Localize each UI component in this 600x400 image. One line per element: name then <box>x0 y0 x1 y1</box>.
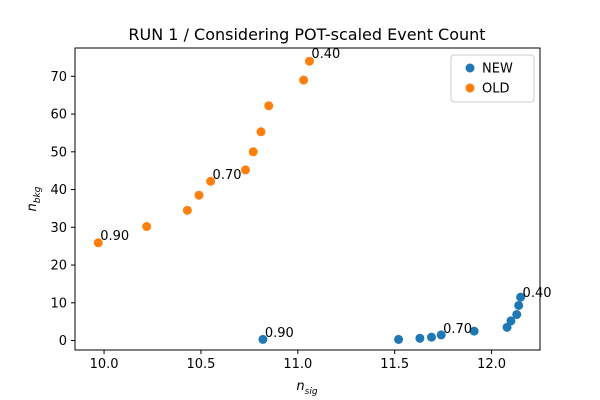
annotations: 0.40 0.70 0.90 0.40 0.70 0.90 <box>100 47 551 341</box>
annotation-5: 0.90 <box>100 229 129 244</box>
y-axis-label-base: n <box>25 203 40 211</box>
series-new <box>258 292 526 344</box>
x-tick-label-1: 10.5 <box>186 357 215 372</box>
point-old-4 <box>248 147 258 157</box>
plot-frame <box>74 47 541 351</box>
y-tick-label-7: 70 <box>50 70 67 85</box>
point-old-0 <box>304 56 314 66</box>
x-axis-label-base: n <box>296 379 304 394</box>
point-old-3 <box>256 127 266 137</box>
point-new-10 <box>258 334 268 344</box>
point-new-0 <box>516 292 526 302</box>
y-tick-label-3: 30 <box>50 221 67 236</box>
point-old-5 <box>241 165 250 175</box>
legend: NEW OLD <box>450 54 535 103</box>
annotation-2: 0.90 <box>265 326 294 341</box>
legend-marker-old <box>465 83 475 93</box>
point-new-8 <box>415 333 425 343</box>
legend-label-old: OLD <box>482 82 510 97</box>
legend-label-new: NEW <box>482 62 513 77</box>
x-axis: 10.0 10.5 11.0 11.5 12.0 <box>90 350 506 372</box>
point-old-1 <box>299 75 309 85</box>
y-axis-label-sub: bkg <box>33 186 43 203</box>
y-tick-label-6: 60 <box>50 108 67 123</box>
plot-area: 0.40 0.70 0.90 0.40 0.70 0.90 <box>74 47 552 351</box>
point-new-7 <box>427 332 436 342</box>
x-axis-label: nsig <box>296 379 317 397</box>
y-axis: 0 10 20 30 40 50 60 70 <box>50 70 75 349</box>
point-old-9 <box>142 222 152 232</box>
x-axis-label-sub: sig <box>305 387 318 397</box>
annotation-1: 0.70 <box>443 322 472 337</box>
point-new-9 <box>394 334 404 344</box>
x-tick-label-4: 12.0 <box>477 357 506 372</box>
x-tick-label-2: 11.0 <box>283 357 312 372</box>
y-tick-label-0: 0 <box>59 334 67 349</box>
y-tick-label-1: 10 <box>50 296 67 311</box>
y-tick-label-4: 40 <box>50 183 67 198</box>
annotation-3: 0.40 <box>311 47 340 62</box>
point-new-6 <box>436 330 446 340</box>
chart-title: RUN 1 / Considering POT-scaled Event Cou… <box>128 25 485 44</box>
point-old-10 <box>93 238 103 248</box>
point-old-6 <box>206 176 216 186</box>
x-tick-label-0: 10.0 <box>90 357 119 372</box>
legend-marker-new <box>465 63 475 73</box>
point-new-4 <box>502 322 512 332</box>
point-new-1 <box>514 300 524 310</box>
point-old-8 <box>182 205 192 215</box>
point-new-5 <box>469 326 479 336</box>
y-tick-label-2: 20 <box>50 259 67 274</box>
data-points <box>93 56 526 344</box>
point-old-7 <box>194 190 204 200</box>
y-axis-label: nbkg <box>25 186 43 211</box>
point-old-2 <box>264 101 274 111</box>
annotation-0: 0.40 <box>523 286 552 301</box>
annotation-4: 0.70 <box>213 168 242 183</box>
y-tick-label-5: 50 <box>50 145 67 160</box>
point-new-2 <box>512 310 522 320</box>
x-tick-label-3: 11.5 <box>380 357 409 372</box>
series-old <box>93 56 314 248</box>
